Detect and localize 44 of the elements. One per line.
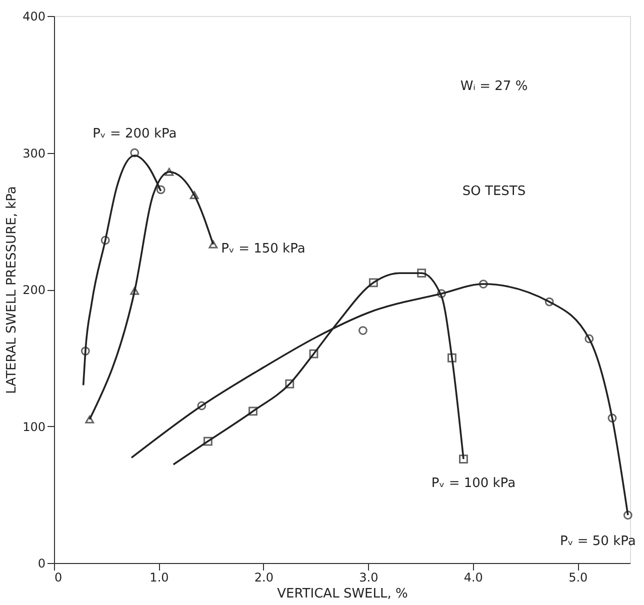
x-tick-label: 5.0 [568,570,588,584]
point [368,278,378,288]
point [285,379,294,388]
point [197,401,206,410]
x-axis-title: VERTICAL SWELL, % [277,586,408,602]
point [130,148,140,158]
y-tick-label: 300 [22,146,46,160]
y-tick-label: 400 [22,10,46,24]
x-tick-label: 4.0 [464,570,483,584]
point [100,236,110,245]
point [584,334,594,344]
point [130,286,140,295]
point [437,289,446,298]
y-axis-title: LATERAL SWELL PRESSURE, kPa [4,186,20,394]
point [208,240,218,248]
annotation: SO TESTS [462,184,526,199]
x-tick-label: 0 [54,570,62,584]
point [358,326,368,335]
annotation: Wᵢ = 27 % [460,79,528,94]
point [608,414,617,422]
point [309,349,318,358]
point [459,454,468,464]
point [248,406,258,416]
point [544,297,554,306]
point [448,353,456,362]
series-label: Pᵥ = 150 kPa [221,241,306,256]
point [164,168,174,176]
point [623,510,632,520]
point [478,280,488,288]
point [417,268,426,278]
point [190,191,199,200]
x-tick-label: 1.0 [150,570,169,584]
text: Pᵥ = 100 kPa [431,476,516,492]
point [156,185,166,194]
series-label: Pᵥ = 200 kPa [92,126,177,142]
point [80,346,90,356]
y-tick-label: 0 [38,556,46,570]
y-tick-label: 100 [22,420,46,434]
x-tick-label: 2.0 [254,570,274,584]
y-tick-label: 200 [22,283,46,297]
x-tick-label: 3.0 [359,570,378,584]
series-label: Pᵥ = 50 kPa [560,534,636,550]
point [203,436,212,446]
point [85,415,94,424]
